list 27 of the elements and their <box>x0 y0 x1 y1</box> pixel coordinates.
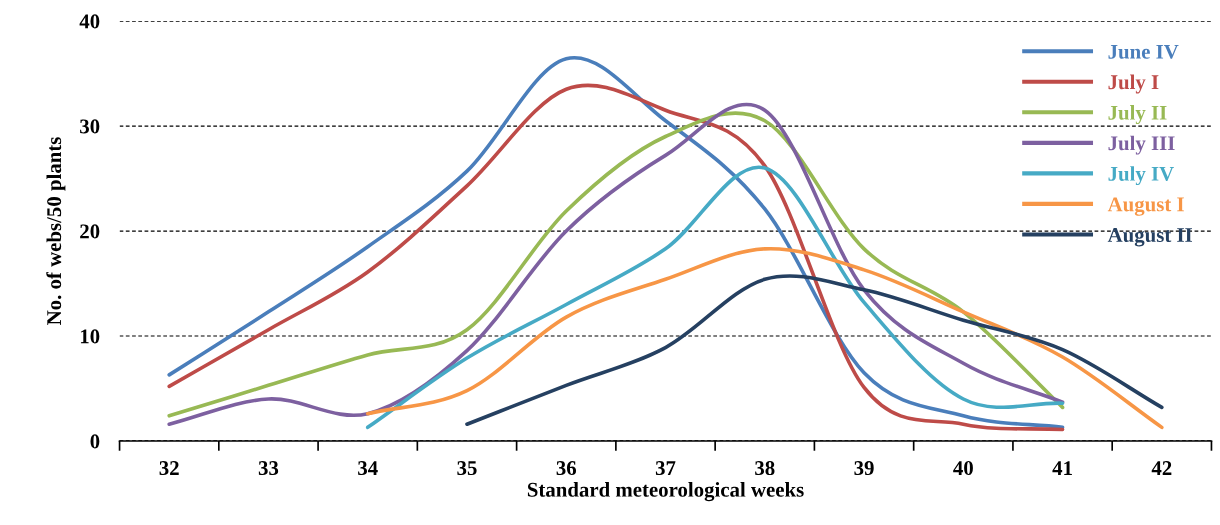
line-series <box>365 165 1065 430</box>
legend-label: August II <box>1107 228 1193 247</box>
x-tick-label: 40 <box>953 461 973 476</box>
x-axis-title: Standard meteorological weeks <box>527 482 804 502</box>
y-tick-label: 40 <box>79 14 100 29</box>
x-tick-label: 32 <box>159 461 179 476</box>
line-series <box>365 246 1164 430</box>
x-tick-label: 42 <box>1151 461 1172 475</box>
y-tick-label: 20 <box>80 224 100 239</box>
y-tick-label: 10 <box>80 329 100 344</box>
x-tick-label: 35 <box>457 461 477 476</box>
y-tick-label: 30 <box>80 119 100 134</box>
x-tick-label: 38 <box>755 461 775 476</box>
x-tick-label: 36 <box>556 461 577 476</box>
legend-label: June IV <box>1108 44 1179 59</box>
legend-label: July IV <box>1108 166 1174 186</box>
legend-label: August I <box>1107 197 1184 216</box>
legend-label: July I <box>1108 74 1159 94</box>
legend-label: July II <box>1108 105 1167 125</box>
x-tick-label: 33 <box>258 461 279 476</box>
x-tick-label: 37 <box>655 461 676 476</box>
x-tick-label: 41 <box>1052 461 1072 475</box>
legend-label: July III <box>1108 135 1175 155</box>
y-tick-label: 0 <box>90 434 100 449</box>
x-tick-label: 39 <box>854 461 874 476</box>
y-axis-title: No. of webs/50 plants <box>46 137 66 325</box>
x-tick-label: 34 <box>358 461 378 476</box>
